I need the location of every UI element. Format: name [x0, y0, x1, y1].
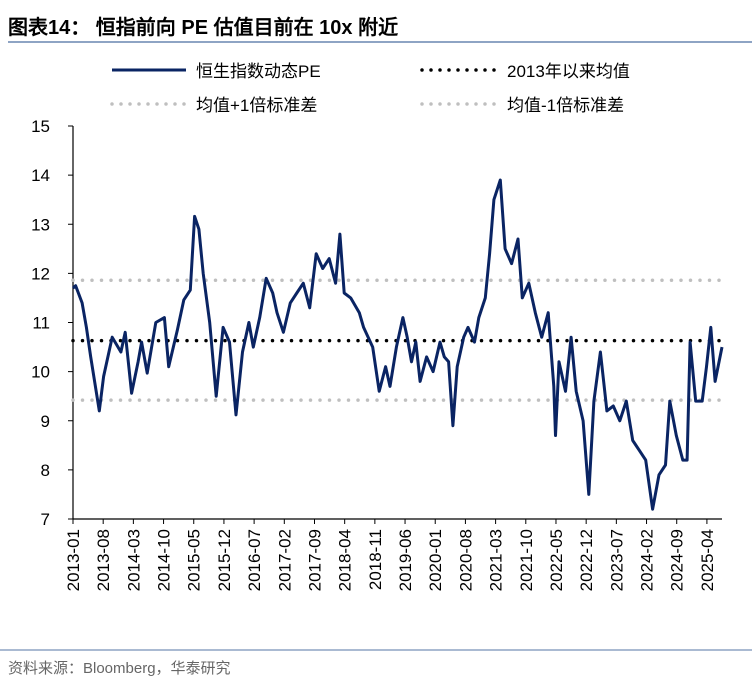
y-tick-label: 13 — [31, 215, 50, 234]
x-tick-label: 2019-06 — [396, 529, 415, 591]
source-note: 资料来源：Bloomberg，华泰研究 — [8, 660, 231, 677]
y-tick-label: 10 — [31, 363, 50, 382]
x-tick-label: 2024-09 — [668, 529, 687, 591]
axes: 7 8 9 10 11 12 13 14 15 2013-01 2013-08 2014-03 2014… — [31, 117, 722, 591]
legend-label-mean: 2013年以来均值 — [507, 62, 630, 81]
legend: 恒生指数动态PE 2013年以来均值 均值+1倍标准差 均值-1倍标准差 — [110, 62, 630, 115]
x-tick-label: 2018-04 — [336, 529, 355, 591]
figure-title: 图表14： 恒指前向 PE 估值目前在 10x 附近 — [8, 15, 398, 39]
x-tick-label: 2023-07 — [607, 529, 626, 591]
x-tick-label: 2017-09 — [305, 529, 324, 591]
x-tick-label: 2013-08 — [94, 529, 113, 591]
y-tick-label: 14 — [31, 166, 50, 185]
series-line-pe — [71, 178, 724, 511]
y-tick-label: 11 — [32, 314, 50, 333]
x-tick-label: 2013-01 — [64, 529, 83, 591]
x-tick-label: 2014-03 — [124, 529, 143, 591]
x-tick-label: 2022-05 — [547, 529, 566, 591]
x-tick-label: 2025-04 — [698, 529, 717, 591]
x-tick-label: 2021-03 — [487, 529, 506, 591]
y-tick-label: 7 — [41, 510, 50, 529]
legend-label-minus-sd: 均值-1倍标准差 — [507, 96, 624, 115]
x-tick-label: 2014-10 — [155, 529, 174, 591]
legend-label-pe: 恒生指数动态PE — [196, 62, 321, 81]
y-tick-label: 8 — [41, 461, 50, 480]
y-tick-label: 15 — [31, 117, 50, 136]
x-tick-label: 2020-08 — [456, 529, 475, 591]
x-tick-label: 2024-02 — [638, 529, 657, 591]
x-tick-label: 2015-05 — [185, 529, 204, 591]
y-tick-label: 12 — [31, 264, 50, 283]
x-tick-label: 2021-10 — [517, 529, 536, 591]
y-tick-label: 9 — [41, 412, 50, 431]
x-tick-label: 2022-12 — [577, 529, 596, 591]
plot-area — [71, 178, 724, 511]
legend-label-plus-sd: 均值+1倍标准差 — [196, 96, 317, 115]
x-tick-label: 2015-12 — [215, 529, 234, 591]
x-tick-label: 2018-11 — [366, 529, 385, 590]
x-tick-label: 2017-02 — [275, 529, 294, 591]
x-tick-label: 2020-01 — [426, 529, 445, 591]
x-tick-label: 2016-07 — [245, 529, 264, 591]
